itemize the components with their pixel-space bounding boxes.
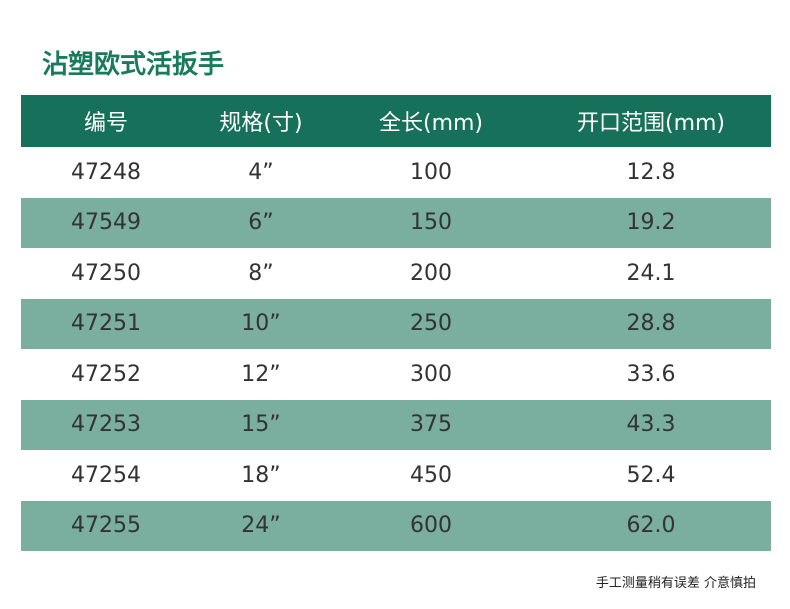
table-cell: 47253: [21, 399, 191, 450]
table-cell: 18”: [241, 462, 281, 488]
table-cell: 15”: [191, 399, 331, 450]
table-body: 47248 4” 100 12.8 47549 6” 150 19.2 47250 8” 200 24…: [21, 147, 771, 551]
table-row: 47251 10” 250 28.8: [21, 298, 771, 349]
table-cell: 62.0: [531, 500, 771, 551]
table-row: 47252 12” 300 33.6: [21, 349, 771, 400]
table-row: 47250 8” 200 24.1: [21, 248, 771, 299]
table-cell: 19.2: [531, 197, 771, 248]
table-row: 47254 18” 450 52.4: [21, 450, 771, 501]
table-cell: 47254: [71, 462, 141, 488]
table-cell: 24.1: [626, 260, 676, 286]
table-cell: 200: [410, 260, 452, 286]
column-header: 全长(mm): [331, 95, 531, 147]
table-cell: 300: [410, 361, 452, 387]
table-cell: 47251: [21, 298, 191, 349]
table-cell: 12”: [241, 361, 281, 387]
table-cell: 47549: [21, 197, 191, 248]
table-cell: 4”: [248, 159, 274, 185]
header-row: 编号 规格(寸) 全长(mm) 开口范围(mm): [21, 95, 771, 147]
table-cell: 375: [331, 399, 531, 450]
column-header: 开口范围(mm): [531, 95, 771, 147]
table-cell: 250: [331, 298, 531, 349]
table-row: 47549 6” 150 19.2: [21, 197, 771, 248]
table-cell: 28.8: [531, 298, 771, 349]
table-cell: 450: [410, 462, 452, 488]
table-cell: 24”: [191, 500, 331, 551]
column-header: 编号: [21, 95, 191, 147]
table-cell: 47255: [21, 500, 191, 551]
table-cell: 47250: [71, 260, 141, 286]
table-cell: 600: [331, 500, 531, 551]
column-header: 规格(寸): [191, 95, 331, 147]
table-cell: 150: [331, 197, 531, 248]
table-cell: 10”: [191, 298, 331, 349]
table-cell: 12.8: [626, 159, 676, 185]
table-row: 47255 24” 600 62.0: [21, 500, 771, 551]
table-cell: 52.4: [626, 462, 676, 488]
table-row: 47248 4” 100 12.8: [21, 147, 771, 198]
table-row: 47253 15” 375 43.3: [21, 399, 771, 450]
table-cell: 47248: [71, 159, 141, 185]
table-cell: 8”: [248, 260, 274, 286]
table-cell: 33.6: [626, 361, 676, 387]
table-cell: 47252: [71, 361, 141, 387]
table-cell: 43.3: [531, 399, 771, 450]
table-cell: 100: [410, 159, 452, 185]
table-cell: 6”: [191, 197, 331, 248]
spec-table: 编号 规格(寸) 全长(mm) 开口范围(mm) 47248 4” 100 12.8 4754…: [21, 95, 771, 551]
title: 沾塑欧式活扳手: [42, 50, 225, 80]
footer-note: 手工测量稍有误差 介意慎拍: [595, 576, 756, 591]
